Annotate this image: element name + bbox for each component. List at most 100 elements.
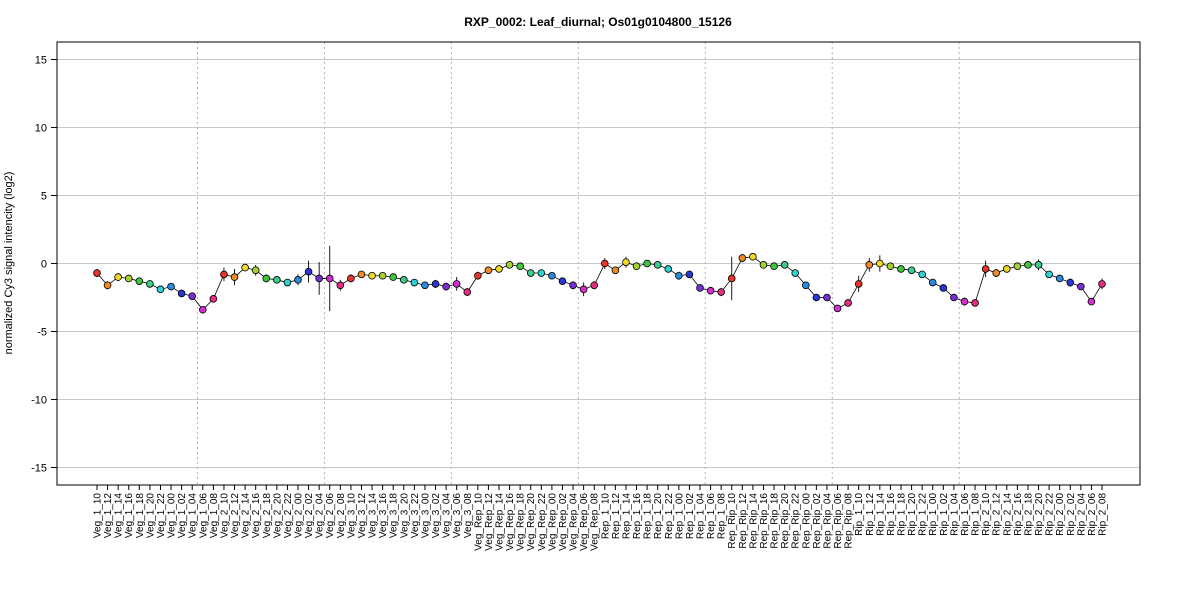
data-point bbox=[368, 271, 376, 280]
data-point bbox=[548, 271, 556, 280]
x-tick-label: Veg_1_06 bbox=[198, 493, 209, 538]
x-tick-label: Veg_3_20 bbox=[399, 493, 410, 538]
data-point bbox=[484, 266, 493, 275]
data-point bbox=[399, 276, 408, 284]
x-tick-label: Rip_2_20 bbox=[1034, 493, 1045, 536]
data-point bbox=[1098, 280, 1106, 288]
y-tick-label: -5 bbox=[37, 327, 47, 339]
x-tick-label: Rep_Rip_00 bbox=[801, 493, 812, 549]
y-tick-label: -15 bbox=[31, 463, 47, 475]
data-point bbox=[124, 274, 133, 283]
data-point bbox=[304, 267, 313, 276]
x-tick-label: Veg_2_10 bbox=[219, 493, 230, 538]
x-tick-label: Veg_2_18 bbox=[262, 493, 273, 538]
x-tick-label: Rip_1_18 bbox=[897, 493, 908, 536]
y-tick-label: 15 bbox=[35, 55, 47, 67]
data-point bbox=[103, 281, 112, 290]
x-tick-label: Rip_2_14 bbox=[1002, 493, 1013, 536]
x-tick-label: Rep_1_10 bbox=[600, 493, 611, 540]
x-tick-label: Veg_Rep_00 bbox=[547, 493, 558, 551]
data-point bbox=[770, 262, 778, 271]
data-point bbox=[167, 282, 175, 291]
x-tick-label: Veg_3_18 bbox=[389, 493, 400, 538]
x-tick-label: Veg_3_10 bbox=[346, 493, 357, 538]
x-tick-label: Rep_1_18 bbox=[643, 493, 654, 540]
data-points bbox=[93, 252, 1106, 314]
data-point bbox=[431, 280, 440, 288]
x-tick-label: Veg_Rep_20 bbox=[526, 493, 537, 551]
data-point bbox=[93, 269, 101, 277]
x-tick-label: Rip_2_08 bbox=[1098, 493, 1109, 536]
data-point bbox=[981, 265, 990, 273]
data-point bbox=[918, 270, 926, 279]
x-tick-label: Rep_1_12 bbox=[611, 493, 622, 540]
x-tick-label: Rep_1_20 bbox=[653, 493, 664, 540]
data-point bbox=[664, 265, 673, 273]
data-point bbox=[273, 276, 281, 284]
chart-title: RXP_0002: Leaf_diurnal; Os01g0104800_151… bbox=[464, 15, 732, 29]
x-tick-label: Rip_1_16 bbox=[886, 493, 897, 536]
x-tick-label: Veg_3_02 bbox=[431, 493, 442, 538]
x-tick-label: Rep_1_04 bbox=[696, 493, 707, 540]
y-axis: -15 -10 -5 0 5 10 15 bbox=[31, 55, 57, 475]
x-tick-label: Veg_Rep_06 bbox=[579, 493, 590, 551]
x-tick-label: Veg_1_12 bbox=[103, 493, 114, 538]
x-tick-label: Rep_Rip_16 bbox=[759, 493, 770, 549]
x-tick-label: Veg_Rep_14 bbox=[495, 493, 506, 551]
data-point bbox=[865, 261, 874, 269]
x-tick-label: Veg_1_04 bbox=[188, 493, 199, 538]
x-tick-label: Rep_1_02 bbox=[685, 493, 696, 540]
x-tick-label: Veg_2_08 bbox=[336, 493, 347, 538]
data-point bbox=[907, 266, 916, 275]
x-tick-label: Rip_1_04 bbox=[949, 493, 960, 536]
data-point bbox=[1024, 261, 1032, 269]
x-tick-label: Veg_Rep_18 bbox=[516, 493, 527, 551]
data-point bbox=[844, 299, 852, 307]
data-point bbox=[611, 266, 620, 275]
data-point bbox=[1087, 297, 1096, 306]
x-tick-label: Rep_Rip_06 bbox=[833, 493, 844, 549]
data-point bbox=[833, 304, 842, 313]
y-tick-label: 5 bbox=[41, 191, 47, 203]
data-point bbox=[632, 262, 641, 271]
data-point bbox=[378, 271, 387, 280]
data-point bbox=[251, 266, 260, 275]
data-point bbox=[198, 305, 207, 314]
x-tick-label: Rip_2_16 bbox=[1013, 493, 1024, 536]
data-point bbox=[410, 278, 419, 287]
data-point bbox=[569, 281, 577, 290]
x-tick-label: Rip_1_12 bbox=[865, 493, 876, 536]
x-tick-label: Veg_1_02 bbox=[177, 493, 188, 538]
data-point bbox=[939, 284, 948, 292]
y-tick-label: 0 bbox=[41, 259, 47, 271]
x-tick-label: Veg_3_08 bbox=[463, 493, 474, 538]
x-tick-label: Veg_3_16 bbox=[378, 493, 389, 538]
x-tick-label: Veg_2_16 bbox=[251, 493, 262, 538]
x-tick-label: Rep_Rip_08 bbox=[844, 493, 855, 549]
x-tick-label: Veg_2_12 bbox=[230, 493, 241, 538]
y-tick-label: 10 bbox=[35, 123, 47, 135]
x-tick-label: Veg_2_00 bbox=[294, 493, 305, 538]
x-tick-label: Veg_2_06 bbox=[325, 493, 336, 538]
data-point bbox=[1077, 282, 1085, 291]
data-point bbox=[928, 278, 937, 287]
x-tick-label: Veg_Rep_04 bbox=[569, 493, 580, 551]
data-point bbox=[558, 277, 567, 285]
data-point bbox=[886, 262, 895, 271]
data-point bbox=[622, 258, 630, 266]
data-point bbox=[992, 269, 1001, 277]
x-tick-label: Veg_3_14 bbox=[368, 493, 379, 538]
data-point bbox=[294, 276, 302, 284]
x-tick-label: Rip_1_14 bbox=[875, 493, 886, 536]
x-tick-label: Veg_1_00 bbox=[167, 493, 178, 538]
x-tick-label: Veg_Rep_12 bbox=[484, 493, 495, 551]
x-tick-label: Veg_Rep_10 bbox=[473, 493, 484, 551]
x-tick-label: Veg_3_22 bbox=[410, 493, 421, 538]
data-point bbox=[262, 274, 271, 283]
x-tick-label: Veg_Rep_02 bbox=[558, 493, 569, 551]
data-point bbox=[801, 281, 810, 290]
data-point bbox=[780, 261, 789, 269]
series-line bbox=[96, 256, 1103, 311]
data-point bbox=[357, 270, 366, 279]
